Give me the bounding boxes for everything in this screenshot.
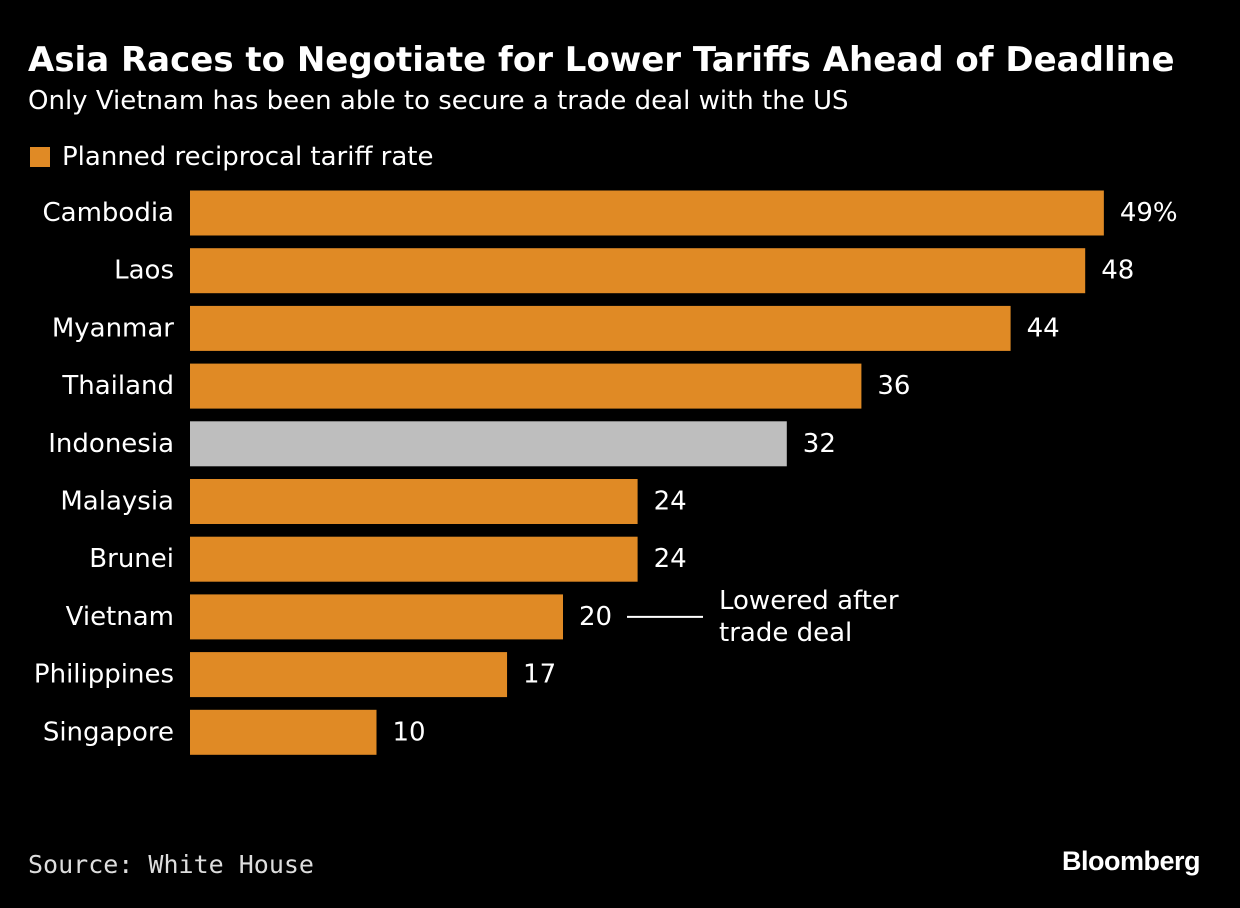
legend-label: Planned reciprocal tariff rate (62, 142, 434, 172)
category-label-brunei: Brunei (89, 544, 174, 574)
bar-vietnam (190, 594, 563, 640)
bar-myanmar (190, 305, 1011, 351)
bar-singapore (190, 709, 377, 755)
category-label-myanmar: Myanmar (52, 313, 174, 343)
bar-thailand (190, 363, 862, 409)
category-label-malaysia: Malaysia (60, 487, 174, 517)
category-label-laos: Laos (114, 256, 174, 286)
bar-brunei (190, 536, 638, 582)
annotation-text-line: trade deal (719, 618, 852, 648)
category-label-thailand: Thailand (61, 371, 174, 401)
bar-indonesia (190, 421, 787, 467)
value-label-thailand: 36 (877, 371, 910, 401)
value-label-indonesia: 32 (803, 429, 836, 459)
value-label-laos: 48 (1101, 256, 1134, 286)
chart-title: Asia Races to Negotiate for Lower Tariff… (28, 40, 1175, 80)
category-label-cambodia: Cambodia (43, 198, 175, 228)
value-label-cambodia: 49% (1120, 198, 1178, 228)
value-label-vietnam: 20 (579, 602, 612, 632)
value-label-myanmar: 44 (1027, 313, 1060, 343)
bar-malaysia (190, 479, 638, 524)
source-note: Source: White House (28, 850, 314, 879)
chart-subtitle: Only Vietnam has been able to secure a t… (28, 86, 849, 116)
bloomberg-logo: Bloomberg (1061, 846, 1201, 876)
category-label-vietnam: Vietnam (66, 602, 174, 632)
category-label-philippines: Philippines (34, 660, 174, 690)
legend: Planned reciprocal tariff rate (30, 142, 433, 172)
bar-cambodia (190, 190, 1104, 236)
category-label-indonesia: Indonesia (48, 429, 174, 459)
bar-philippines (190, 652, 508, 698)
bar-laos (190, 248, 1086, 294)
legend-swatch (30, 147, 50, 167)
annotation-text-line: Lowered after (719, 586, 899, 616)
category-label-singapore: Singapore (43, 717, 174, 747)
value-label-malaysia: 24 (654, 487, 687, 517)
value-label-philippines: 17 (523, 660, 556, 690)
value-label-singapore: 10 (393, 717, 426, 747)
value-label-brunei: 24 (654, 544, 687, 574)
